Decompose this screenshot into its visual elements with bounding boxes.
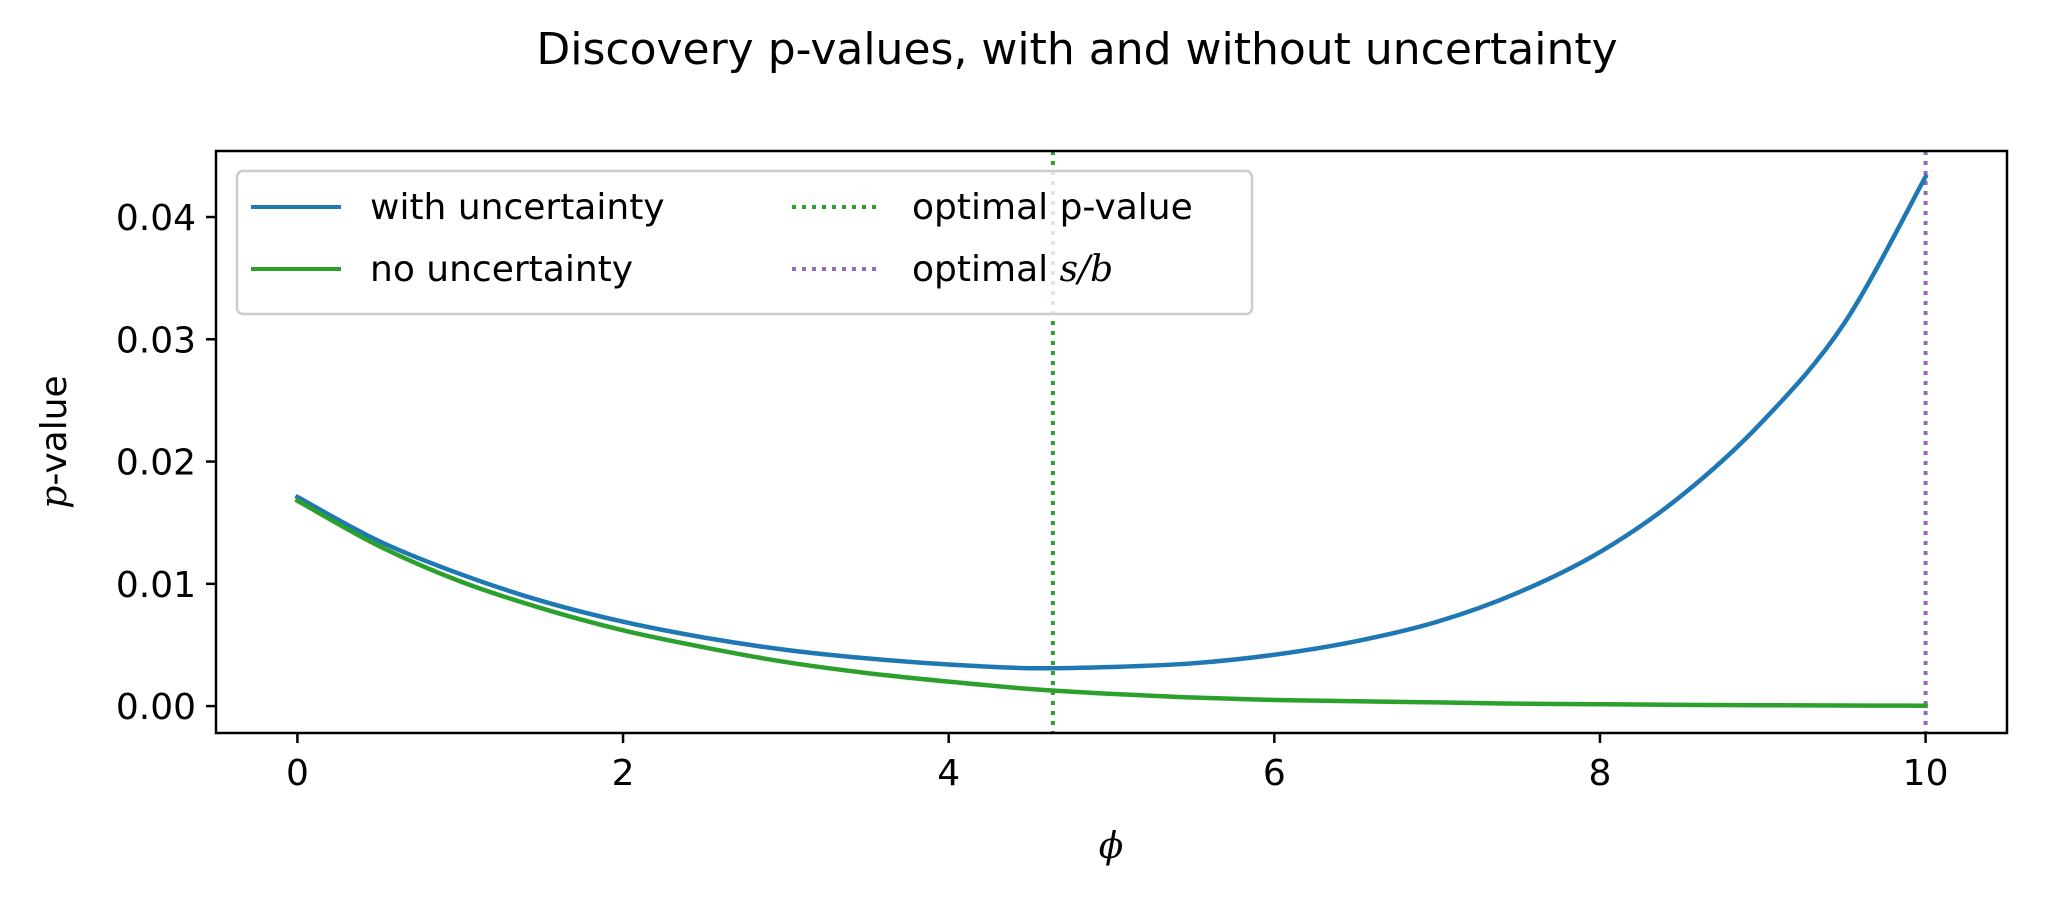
y-axis: 0.00 0.01 0.02 0.03 0.04: [116, 198, 216, 728]
x-tick-label-0: 0: [286, 753, 309, 794]
legend-label-no-uncertainty: no uncertainty: [370, 249, 633, 290]
x-axis-label: ϕ: [1099, 826, 1124, 867]
y-tick-label-4: 0.04: [116, 198, 196, 239]
legend-label-optimal-sb-italic: s/b: [1060, 249, 1114, 290]
x-tick-label-3: 6: [1263, 753, 1286, 794]
x-tick-label-1: 2: [612, 753, 635, 794]
plot-area: [294, 151, 1929, 733]
legend-label-optimal-sb: optimal s/b: [912, 249, 1113, 290]
chart-title: Discovery p-values, with and without unc…: [536, 24, 1617, 75]
x-axis: 0 2 4 6 8 10: [286, 733, 1949, 794]
series-line-1: [294, 497, 1928, 708]
y-tick-label-1: 0.01: [116, 565, 196, 606]
x-tick-label-5: 10: [1903, 753, 1949, 794]
legend-box: [235, 169, 1254, 316]
y-axis-label: p-value: [34, 375, 75, 508]
legend-label-with-uncertainty: with uncertainty: [370, 187, 665, 228]
y-axis-label-rest: -value: [34, 375, 75, 485]
y-tick-label-2: 0.02: [116, 443, 196, 484]
x-tick-label-2: 4: [937, 753, 960, 794]
axes-frame: [214, 149, 2009, 735]
y-tick-label-3: 0.03: [116, 320, 196, 361]
legend-label-optimal-p-value: optimal p-value: [912, 187, 1193, 228]
legend: with uncertainty no uncertainty optimal …: [235, 169, 1254, 316]
y-axis-label-italic: p: [34, 486, 75, 509]
x-tick-label-4: 8: [1589, 753, 1612, 794]
series-line-0: [294, 173, 1929, 671]
y-tick-label-0: 0.00: [116, 687, 196, 728]
legend-label-optimal-sb-plain: optimal: [912, 249, 1060, 290]
